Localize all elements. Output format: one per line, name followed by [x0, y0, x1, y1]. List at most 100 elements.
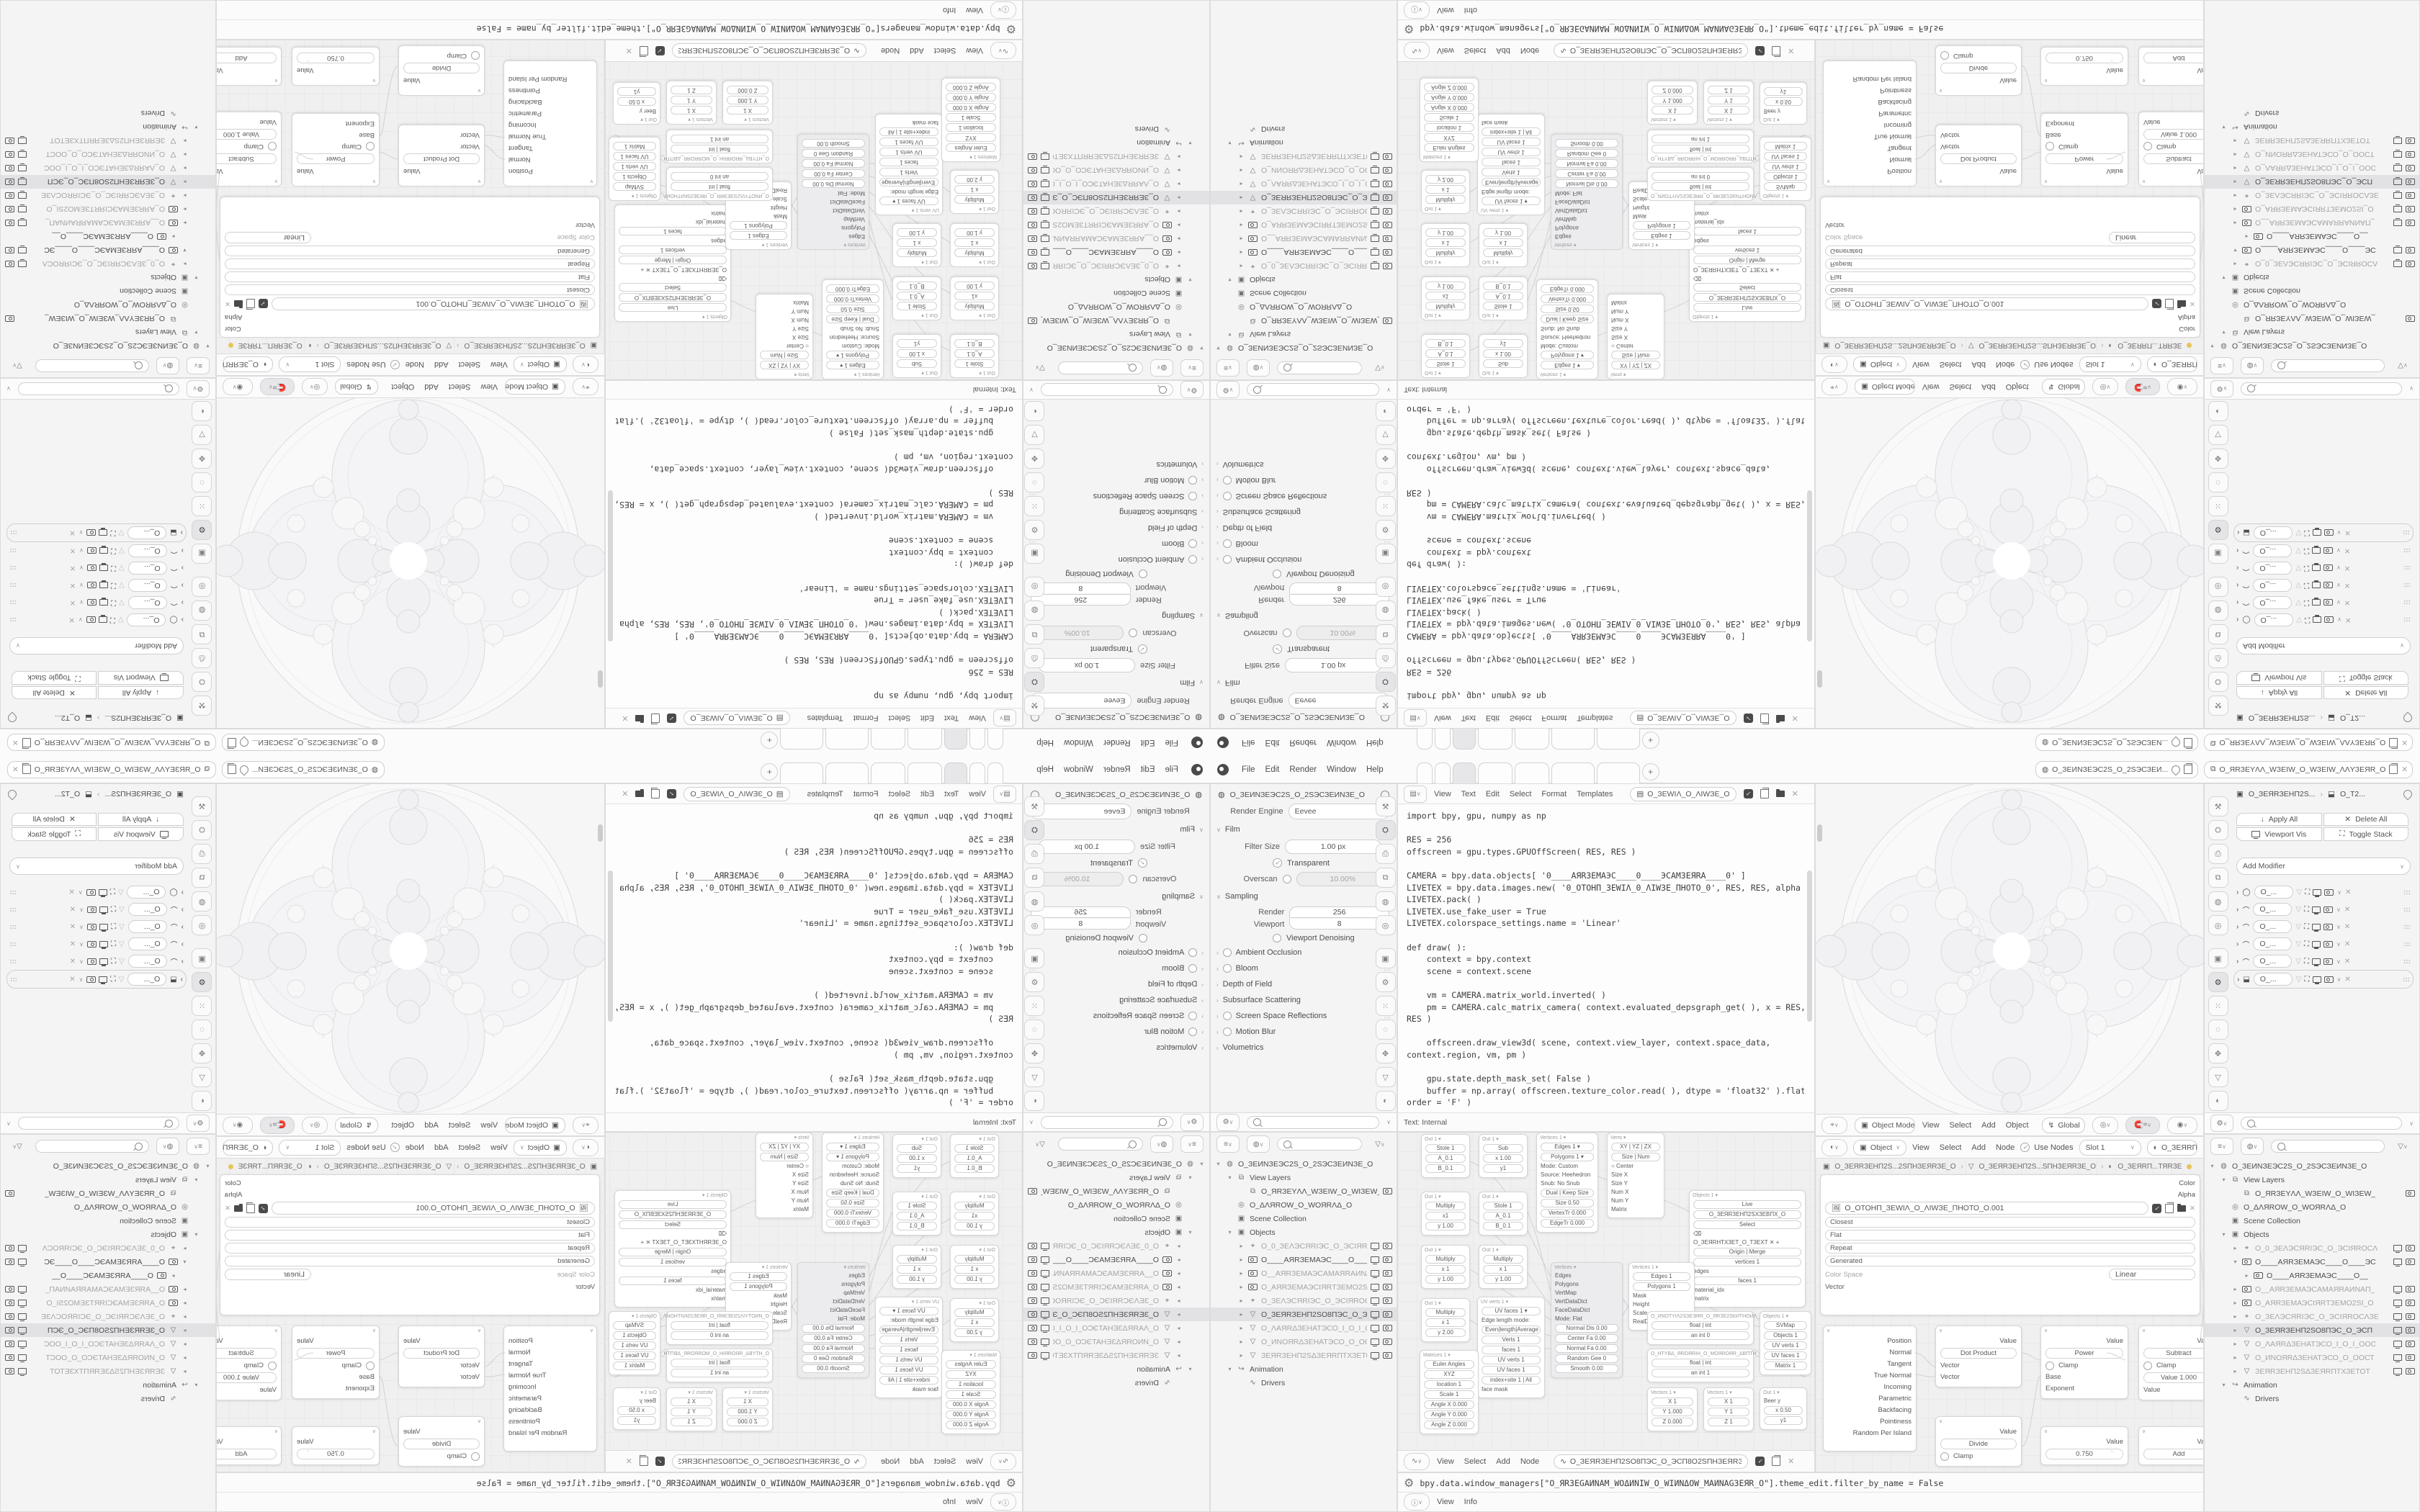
- properties-tab-object[interactable]: ▣: [1024, 948, 1045, 968]
- workspace-tab[interactable]: [1416, 762, 1433, 783]
- outliner-item[interactable]: ▸O__AЯRЗЕМАЭCAМАЯRАИNАП_: [1023, 1266, 1209, 1280]
- copy-icon[interactable]: [2184, 738, 2193, 747]
- menu-item-format[interactable]: Format: [853, 789, 879, 798]
- node-row[interactable]: faces 1: [1482, 1346, 1541, 1354]
- render-toggle-icon[interactable]: [2324, 616, 2334, 624]
- slot-dropdown[interactable]: Slot 1 ∨: [279, 356, 341, 373]
- sverchok-node[interactable]: UV verts 1 ▾ UV faces 1 ▾ Edge length mode…: [875, 1297, 943, 1398]
- hide-viewport-icon[interactable]: [2393, 1259, 2402, 1266]
- operation-dropdown[interactable]: Subtract: [2143, 153, 2204, 164]
- drag-dots-icon[interactable]: [9, 565, 17, 571]
- node-row[interactable]: Smooth 0.00: [802, 139, 865, 148]
- disable-render-icon[interactable]: [2406, 1245, 2415, 1251]
- modifier-name-field[interactable]: O_...: [127, 920, 167, 933]
- node-row[interactable]: Num X: [791, 317, 809, 323]
- pin-icon[interactable]: [6, 788, 19, 801]
- hide-viewport-icon[interactable]: [18, 1341, 27, 1347]
- node-row[interactable]: B_0.1: [954, 1164, 995, 1173]
- hide-viewport-icon[interactable]: [18, 1327, 27, 1333]
- open-folder-icon[interactable]: [233, 300, 243, 307]
- outliner-search-input[interactable]: [35, 1140, 149, 1153]
- editor-type-icon-nodes[interactable]: ∿ ∨: [1404, 42, 1430, 60]
- node-row[interactable]: Size X: [792, 1171, 809, 1178]
- node-row[interactable]: y 2.00: [954, 175, 995, 184]
- node-row[interactable]: Matrix: [1611, 300, 1627, 306]
- node-row[interactable]: Scale 1: [1424, 113, 1474, 122]
- node-row[interactable]: Z 0.000: [1652, 1418, 1693, 1426]
- properties-filter-icon[interactable]: ⚙ ∨: [1216, 381, 1240, 399]
- workspace-tab[interactable]: [1551, 762, 1595, 783]
- render-toggle-icon[interactable]: [86, 582, 97, 589]
- properties-tab-modifiers[interactable]: ⚙: [1024, 972, 1045, 992]
- menu-item-add[interactable]: Add: [1496, 46, 1510, 55]
- sverchok-node[interactable]: Out 1 ▾ Sub x 1.00 y1: [892, 1134, 941, 1178]
- node-row[interactable]: Matrix: [793, 300, 809, 306]
- value-field[interactable]: 0.750: [2045, 1449, 2123, 1459]
- outliner-item[interactable]: ▸▽O_ИNОЯRΔЗЕНАТЭСО_О_ООСТ: [1023, 1335, 1209, 1349]
- operation-dropdown[interactable]: Divide: [1940, 1439, 2017, 1449]
- properties-tab-physics[interactable]: ◌: [1375, 472, 1396, 492]
- value-field[interactable]: Value 1.000: [216, 1372, 277, 1383]
- outliner-item[interactable]: ∿ Drivers: [1, 107, 215, 120]
- node-row[interactable]: Angle X 0.000: [946, 1400, 996, 1409]
- outliner-item[interactable]: ▾ ↪ Animation: [1023, 136, 1209, 150]
- mode-dropdown[interactable]: ▣ Object Mode∨: [1855, 379, 1915, 395]
- edit-mode-toggle-icon[interactable]: ▽: [2295, 546, 2302, 555]
- outliner-item[interactable]: ▸▽O_ΛАЯRΔЗЕНАТЭСО_І_О_І_ООС: [1, 161, 215, 175]
- properties-tab-view-layer[interactable]: ⧉: [192, 868, 212, 888]
- node-row[interactable]: Matrix 1: [1764, 142, 1807, 150]
- sverchok-node[interactable]: Vertices 1 ▾ Edges 1 ▾ Polygons 1 ▾ Mode: C…: [822, 1133, 884, 1233]
- node-row[interactable]: Origin | Merge: [1693, 256, 1801, 264]
- node-row[interactable]: A_0.1: [897, 292, 937, 300]
- node-row[interactable]: Angle Z 0.000: [946, 83, 996, 91]
- node-row[interactable]: Center Fa 0.00: [802, 169, 865, 178]
- power-node[interactable]: ∨ Value Power Clamp Base Exponent: [2040, 1326, 2128, 1399]
- node-row[interactable]: XY | YZ | ZX: [760, 1143, 809, 1151]
- node-row[interactable]: float | int: [1652, 182, 1749, 191]
- node-row[interactable]: Normal Dis 0.00: [1555, 179, 1618, 188]
- dot-product-node[interactable]: ∨ Value Dot Product Vector Vector: [1935, 125, 2022, 186]
- fake-user-shield-icon[interactable]: ✓: [655, 46, 665, 55]
- outliner-scene-filter-icon[interactable]: ◍ ∨: [2241, 357, 2264, 374]
- properties-tab-material[interactable]: ◐: [1375, 1091, 1396, 1111]
- expand-icon[interactable]: ▸: [1240, 263, 1243, 269]
- outliner-item[interactable]: ▾ ◍ O_ЗЕИNЗЕЭС2S_О_2SЭСЗЕИNЗЕ_О: [2205, 1159, 2419, 1173]
- node-row[interactable]: Normal Dis 0.00: [802, 179, 865, 188]
- properties-tab-scene[interactable]: ◍: [2208, 891, 2228, 912]
- properties-options-icon[interactable]: ∨: [6, 1120, 11, 1127]
- modifier-name-field[interactable]: O_...: [127, 544, 167, 557]
- edit-mode-toggle-icon[interactable]: ▽: [118, 940, 125, 948]
- node-row[interactable]: FaceDataDict: [1555, 198, 1618, 205]
- apply-all-button[interactable]: ↓ Apply All: [2236, 686, 2322, 699]
- node-row[interactable]: faces 1: [879, 158, 938, 166]
- node-row[interactable]: B_0.1: [897, 282, 937, 290]
- outliner-item[interactable]: ◎ O_ΔΛЯROW_О_WОЯRΛΔ_О: [1211, 1198, 1397, 1212]
- properties-options-icon[interactable]: ∨: [2409, 1120, 2414, 1127]
- menu-item-info[interactable]: Info: [942, 1498, 956, 1506]
- outliner-item[interactable]: ▣ Scene Collection: [1, 284, 215, 298]
- disable-render-icon[interactable]: [2406, 138, 2415, 144]
- expand-icon[interactable]: ▾: [1216, 345, 1220, 351]
- disable-render-icon[interactable]: [5, 1286, 14, 1292]
- workspace-tab[interactable]: [944, 729, 968, 750]
- node-row[interactable]: Objects 1: [613, 1331, 656, 1340]
- transparent-checkbox[interactable]: ✓: [1273, 644, 1282, 654]
- node-row[interactable]: Multiply: [954, 1202, 995, 1210]
- modifier-row[interactable]: › ⌒ O_... ▽ ⛶ ∨ ✕: [6, 953, 187, 970]
- outliner-item[interactable]: ▸⌖O_0_ЗЕΛЭСЯRIЭС_О_ЭCIЯRОСΛ: [1023, 1239, 1209, 1253]
- properties-tab-scene[interactable]: ◍: [1024, 891, 1045, 912]
- hide-viewport-icon[interactable]: [2393, 1354, 2402, 1362]
- node-row[interactable]: O_ЗЕЯRЗЕНП2SХЗЕВПХ_О: [619, 293, 727, 302]
- extras-dropdown-icon[interactable]: ∨: [2336, 940, 2341, 948]
- modifier-row[interactable]: › ⬓ O_... ▽ ⛶ ∨ ✕: [2233, 523, 2414, 542]
- outliner-item[interactable]: ⧉ O_ЯRЗЕYΛΛ_WЗЕIW_О_WIЗЕW_: [1023, 314, 1209, 328]
- operation-dropdown[interactable]: Power: [2045, 1348, 2123, 1359]
- node-row[interactable]: Mode: Custom: [1541, 342, 1594, 349]
- node-tree-selector[interactable]: ∿ O_ЗЕЯRЗЕНП2SО8ПЭС_О_ЭСП8О2SПНЗЕЯRЗЕ_О: [671, 43, 866, 58]
- panel-subsurface-scattering[interactable]: › Subsurface Scattering: [1211, 504, 1397, 520]
- outliner-filter-icon[interactable]: ▽ ∨: [2398, 361, 2408, 370]
